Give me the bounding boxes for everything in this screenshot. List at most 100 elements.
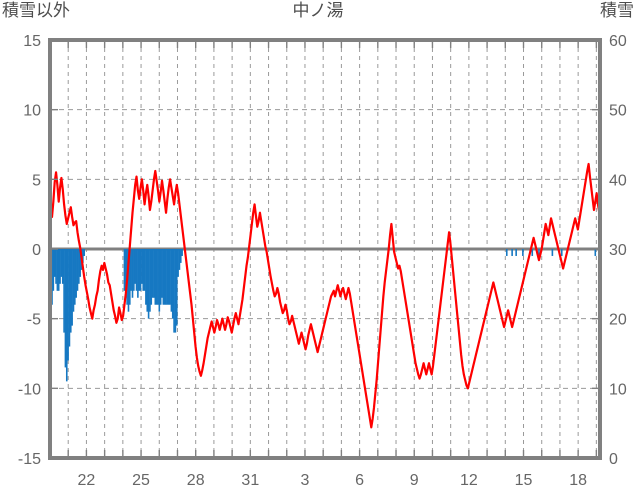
snow-depth-bar: [78, 249, 80, 284]
snow-depth-bar: [69, 249, 72, 333]
snow-depth-bar: [74, 249, 76, 305]
left-axis-tick-label: -5: [27, 312, 41, 329]
snow-depth-bar: [145, 249, 147, 305]
x-axis-tick-label: 28: [187, 472, 205, 489]
snow-depth-bar: [82, 249, 84, 263]
right-axis-tick-label: 0: [609, 451, 618, 468]
right-axis-tick-label: 10: [609, 381, 627, 398]
snow-depth-bar: [560, 249, 563, 256]
snow-depth-bar: [149, 249, 151, 312]
snow-depth-bar: [181, 249, 183, 256]
left-axis-unit-label: 積雪以外: [2, 1, 70, 20]
snow-depth-bar: [165, 249, 167, 305]
left-axis-tick-label: 10: [23, 103, 41, 120]
snow-depth-bar: [154, 249, 157, 305]
snow-depth-bar: [124, 249, 127, 298]
temperature-line: [49, 162, 601, 429]
snow-depth-bar: [61, 249, 64, 284]
plot-frame: [48, 38, 602, 460]
temperature-polyline: [49, 162, 601, 429]
x-axis-tick-label: 6: [355, 472, 364, 489]
x-axis-tick-label: 3: [301, 472, 310, 489]
snow-depth-bar: [135, 249, 138, 291]
left-axis-tick-label: -15: [18, 451, 41, 468]
left-axis-tick-label: 5: [32, 172, 41, 189]
snow-depth-bar: [131, 249, 134, 298]
chart-title: 中ノ湯: [292, 1, 344, 20]
snow-depth-bar: [153, 249, 155, 298]
right-axis-tick-label: 50: [609, 103, 627, 120]
snow-depth-bar: [60, 249, 63, 277]
x-axis-tick-label: 25: [132, 472, 150, 489]
axis-ticks: [52, 39, 598, 459]
snow-depth-bar: [167, 249, 170, 305]
snow-depth-bar: [76, 249, 79, 291]
snow-depth-bar: [538, 249, 540, 256]
snow-depth-bar: [134, 249, 136, 284]
snow-depth-bar: [64, 249, 67, 368]
snow-depth-bar: [52, 249, 55, 291]
snow-depth-bar: [59, 249, 61, 284]
x-axis-tick-label: 15: [515, 472, 533, 489]
snow-depth-bar: [79, 249, 81, 277]
x-axis-tick-label: 18: [569, 472, 587, 489]
snow-depth-bar: [57, 249, 60, 291]
snow-depth-bar: [55, 249, 57, 284]
right-axis-tick-label: 30: [609, 242, 627, 259]
snow-depth-bar: [127, 249, 130, 312]
snow-depth-bar: [158, 249, 161, 312]
snow-depth-bar: [175, 249, 178, 326]
snow-depth-bar: [162, 249, 165, 305]
snow-depth-bar: [71, 249, 73, 326]
snow-depth-bar: [51, 249, 53, 305]
snow-depth-bar: [177, 249, 179, 277]
snow-depth-bar: [551, 249, 554, 256]
snow-depth-bar: [170, 249, 173, 312]
x-axis-tick-label: 22: [78, 472, 96, 489]
right-axis-unit-label: 積雪: [600, 1, 634, 20]
left-axis-tick-label: -10: [18, 381, 41, 398]
snow-depth-bar: [129, 249, 131, 305]
snow-depth-bar: [169, 249, 171, 305]
snow-depth-bar: [75, 249, 77, 298]
snow-depth-bar: [67, 249, 69, 361]
snow-depth-bar: [157, 249, 159, 305]
snow-depth-bar: [147, 249, 150, 319]
snow-depth-bar: [139, 249, 142, 291]
snow-depth-bar: [594, 249, 597, 256]
snow-depth-bar: [68, 249, 71, 347]
snow-depth-bar: [65, 249, 68, 382]
snow-depth-bar: [179, 249, 182, 263]
right-axis-tick-label: 60: [609, 33, 627, 50]
snow-depth-bar: [56, 249, 59, 291]
snow-depth-bar: [83, 249, 86, 256]
x-axis-tick-label: 9: [410, 472, 419, 489]
snow-depth-bar: [130, 249, 132, 291]
snow-depth-bar: [123, 249, 126, 291]
snow-depth-bar: [161, 249, 163, 298]
snow-depth-bar: [53, 249, 56, 277]
snow-depth-bar: [531, 249, 534, 256]
plot-border: [48, 38, 602, 460]
snow-depth-bar: [166, 249, 169, 305]
snow-depth-bar: [137, 249, 139, 298]
snow-depth-bar: [159, 249, 162, 305]
left-axis-tick-label: 0: [32, 242, 41, 259]
snow-depth-bar: [173, 249, 175, 333]
snow-depth-bar: [72, 249, 75, 312]
right-axis-tick-label: 40: [609, 172, 627, 189]
snow-depth-bar: [138, 249, 141, 291]
snow-depth-bar: [174, 249, 177, 333]
snow-depth-bar: [155, 249, 158, 305]
snow-depth-bar: [142, 249, 145, 291]
snow-depth-bar: [522, 249, 524, 256]
left-axis-tick-label: 15: [23, 33, 41, 50]
snow-depth-bar: [178, 249, 181, 270]
snow-depth-bar: [150, 249, 153, 305]
snow-depth-bar: [515, 249, 517, 256]
snow-depth-bar: [171, 249, 174, 319]
right-axis-tick-label: 20: [609, 312, 627, 329]
